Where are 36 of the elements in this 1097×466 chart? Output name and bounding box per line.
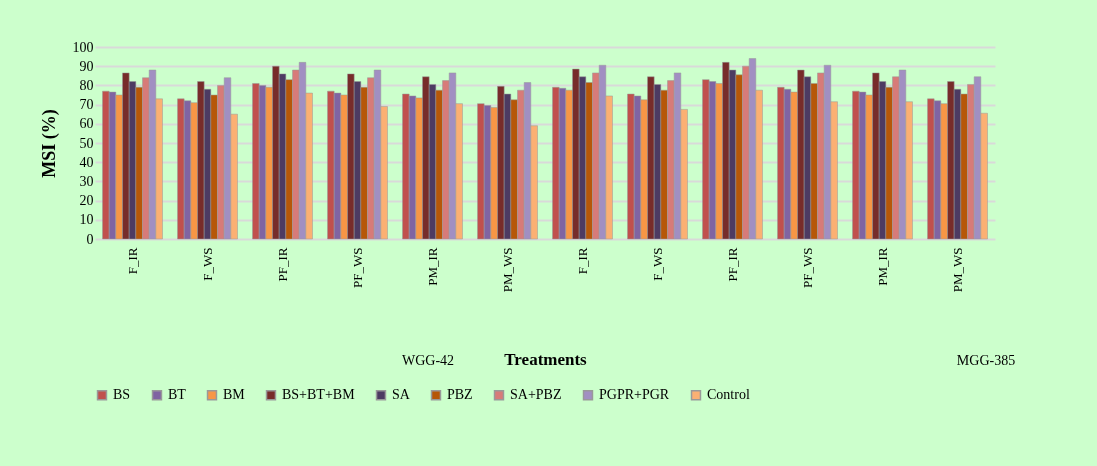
y-tick-label: 40 bbox=[79, 154, 94, 170]
legend-label: SA+PBZ bbox=[510, 387, 562, 403]
x-tick-label: PF_IR bbox=[274, 247, 290, 282]
y-tick-label: 20 bbox=[79, 193, 94, 209]
y-tick-label: 30 bbox=[79, 173, 94, 189]
y-tick-label: 70 bbox=[79, 97, 94, 113]
x-tick-label: PM_IR bbox=[874, 247, 890, 286]
y-tick-label: 10 bbox=[79, 212, 94, 228]
y-tick-label: 0 bbox=[86, 231, 94, 247]
legend-label: PBZ bbox=[447, 387, 473, 403]
x-tick-label: PM_WS bbox=[949, 247, 965, 293]
legend-label: BM bbox=[223, 387, 246, 403]
x-tick-label: F_IR bbox=[574, 247, 590, 275]
legend-label: BT bbox=[168, 387, 187, 403]
y-tick-label: 80 bbox=[79, 77, 94, 93]
x-tick-label: F_IR bbox=[124, 247, 140, 275]
legend-label: Control bbox=[707, 387, 750, 403]
y-tick-label: 100 bbox=[72, 39, 94, 55]
text: MGG-385 bbox=[956, 353, 1016, 368]
x-tick-label: PM_WS bbox=[499, 247, 515, 293]
y-tick-label: 60 bbox=[79, 116, 94, 132]
text: WGG-42 bbox=[401, 353, 455, 368]
y-axis-title: MSI (%) bbox=[38, 109, 60, 178]
x-tick-label: PM_IR bbox=[424, 247, 440, 286]
x-tick-label: F_WS bbox=[199, 247, 215, 281]
x-tick-label: PF_WS bbox=[799, 247, 815, 288]
x-tick-label: PF_IR bbox=[724, 247, 740, 282]
y-tick-label: 50 bbox=[79, 135, 94, 151]
x-tick-label: PF_WS bbox=[349, 247, 365, 288]
legend-label: BS bbox=[113, 387, 131, 403]
legend-label: SA bbox=[392, 387, 411, 403]
legend-label: PGPR+PGR bbox=[599, 387, 670, 403]
y-tick-label: 90 bbox=[79, 58, 94, 74]
x-axis-title: Treatments bbox=[504, 350, 588, 370]
x-tick-label: F_WS bbox=[649, 247, 665, 281]
legend-label: BS+BT+BM bbox=[282, 387, 356, 403]
